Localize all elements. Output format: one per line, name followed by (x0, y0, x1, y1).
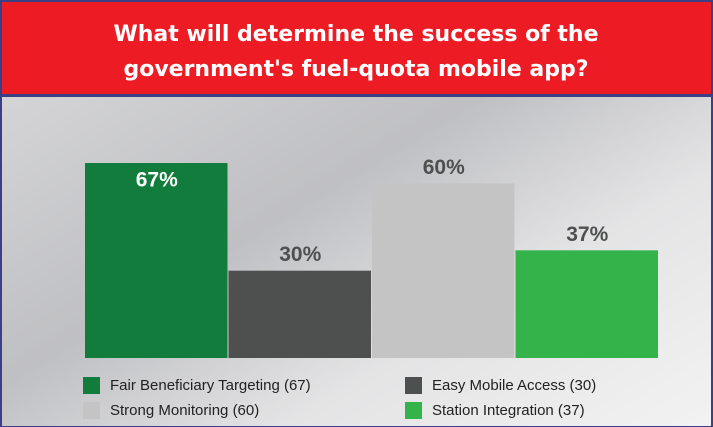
chart-title: What will determine the success of the (113, 22, 598, 47)
legend-swatch (83, 402, 100, 419)
legend-swatch (405, 377, 422, 394)
value-label: 60% (423, 156, 465, 179)
header (0, 0, 713, 96)
legend-label: Easy Mobile Access (30) (432, 377, 596, 394)
value-label: 30% (279, 243, 321, 266)
value-label: 37% (566, 223, 608, 246)
bar (515, 250, 658, 358)
bar (228, 270, 371, 358)
legend-label: Station Integration (37) (432, 402, 585, 419)
chart-title: government's fuel-quota mobile app? (123, 57, 588, 82)
bar (372, 183, 515, 358)
legend-swatch (83, 377, 100, 394)
legend-swatch (405, 402, 422, 419)
value-label: 67% (136, 169, 178, 192)
bar (85, 163, 228, 358)
legend-label: Fair Beneficiary Targeting (67) (110, 377, 311, 394)
legend-label: Strong Monitoring (60) (110, 402, 259, 419)
